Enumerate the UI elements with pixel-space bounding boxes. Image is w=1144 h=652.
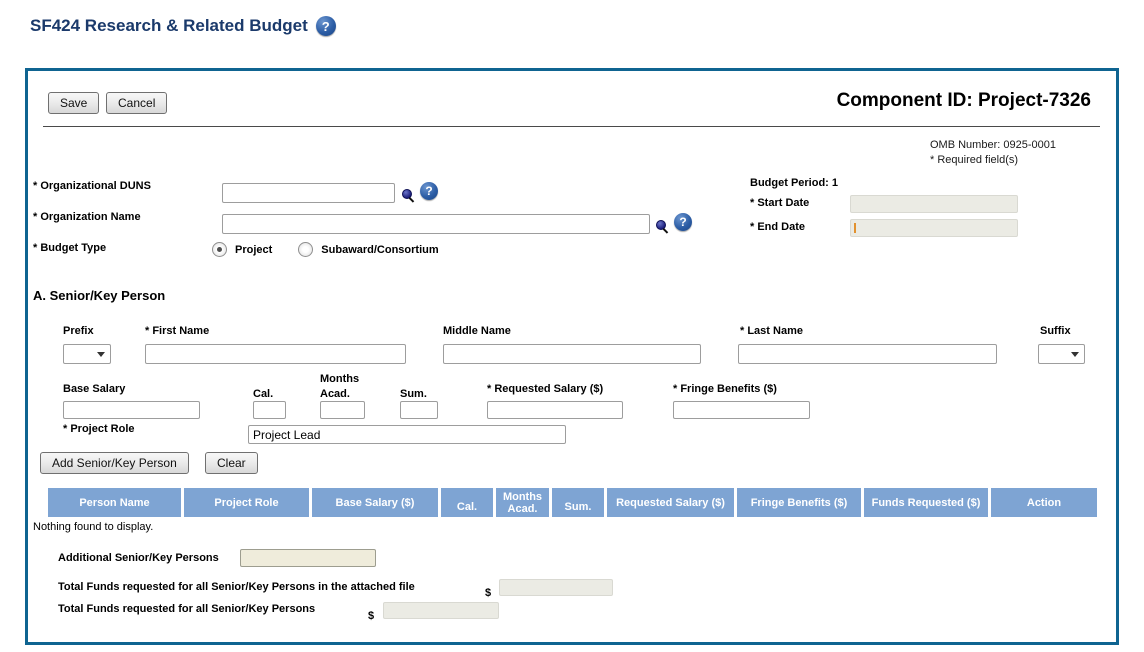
search-icon[interactable]: [656, 220, 670, 234]
add-senior-key-person-button[interactable]: Add Senior/Key Person: [40, 452, 189, 474]
prefix-label: Prefix: [63, 325, 94, 337]
budget-period-label: Budget Period: 1: [750, 177, 839, 189]
start-date-input: [850, 195, 1018, 213]
budget-type-label: * Budget Type: [33, 242, 107, 254]
page-title: SF424 Research & Related Budget: [30, 16, 308, 35]
budget-form-panel: Save Cancel Component ID: Project-7326 O…: [25, 68, 1119, 645]
start-date-label: * Start Date: [750, 197, 810, 209]
col-person-name: Person Name: [48, 488, 181, 517]
duns-input[interactable]: [222, 183, 395, 203]
last-name-input[interactable]: [738, 344, 997, 364]
end-date-input: [850, 219, 1018, 237]
clear-button[interactable]: Clear: [205, 452, 258, 474]
requested-salary-label: * Requested Salary ($): [487, 383, 604, 395]
end-date-label: * End Date: [750, 221, 806, 233]
suffix-select[interactable]: [1038, 344, 1085, 364]
fringe-benefits-label: * Fringe Benefits ($): [673, 383, 777, 395]
middle-name-input[interactable]: [443, 344, 701, 364]
sum-label: Sum.: [400, 388, 427, 400]
acad-months-input[interactable]: [320, 401, 365, 419]
additional-persons-label: Additional Senior/Key Persons: [58, 552, 219, 564]
senior-key-table-header: Person Name Project Role Base Salary ($)…: [48, 488, 1097, 517]
col-base-salary: Base Salary ($): [312, 488, 438, 517]
overall-total-currency: $: [368, 610, 375, 622]
additional-persons-attachment-field[interactable]: [240, 549, 376, 567]
section-a-heading: A. Senior/Key Person: [33, 288, 166, 303]
omb-number: OMB Number: 0925-0001: [930, 139, 1056, 151]
base-salary-input[interactable]: [63, 401, 200, 419]
chevron-down-icon: [97, 351, 105, 357]
cancel-button[interactable]: Cancel: [106, 92, 168, 114]
org-name-label: * Organization Name: [33, 211, 141, 223]
first-name-input[interactable]: [145, 344, 406, 364]
divider: [43, 126, 1100, 127]
attached-total-label: Total Funds requested for all Senior/Key…: [58, 581, 415, 593]
requested-salary-input[interactable]: [487, 401, 623, 419]
last-name-label: * Last Name: [740, 325, 803, 337]
org-name-help-icon[interactable]: ?: [674, 213, 692, 231]
attached-total-input: [499, 579, 613, 596]
required-note: * Required field(s): [930, 154, 1019, 166]
radio-project[interactable]: [212, 242, 227, 257]
org-name-input[interactable]: [222, 214, 650, 234]
search-icon[interactable]: [402, 189, 416, 203]
attached-total-currency: $: [485, 587, 492, 599]
radio-project-label: Project: [235, 243, 273, 256]
col-requested-salary: Requested Salary ($): [607, 488, 734, 517]
suffix-label: Suffix: [1040, 325, 1071, 337]
text-cursor: [854, 223, 856, 233]
overall-total-label: Total Funds requested for all Senior/Key…: [58, 603, 316, 615]
project-role-input[interactable]: [248, 425, 566, 444]
col-cal: Cal.: [441, 488, 493, 517]
project-role-label: * Project Role: [63, 423, 135, 435]
base-salary-label: Base Salary: [63, 383, 126, 395]
middle-name-label: Middle Name: [443, 325, 511, 337]
empty-table-message: Nothing found to display.: [33, 521, 154, 533]
duns-help-icon[interactable]: ?: [420, 182, 438, 200]
overall-total-input: [383, 602, 499, 619]
col-funds-requested: Funds Requested ($): [864, 488, 988, 517]
first-name-label: * First Name: [145, 325, 210, 337]
cal-months-input[interactable]: [253, 401, 286, 419]
save-button[interactable]: Save: [48, 92, 100, 114]
help-icon[interactable]: ?: [315, 16, 336, 36]
chevron-down-icon: [1071, 351, 1079, 357]
prefix-select[interactable]: [63, 344, 111, 364]
col-sum: Sum.: [552, 488, 604, 517]
page-header: SF424 Research & Related Budget ?: [30, 16, 336, 36]
cal-label: Cal.: [253, 388, 274, 400]
acad-label: Acad.: [320, 388, 350, 400]
duns-label: * Organizational DUNS: [33, 180, 151, 192]
col-months-acad: Months Acad.: [496, 488, 549, 517]
budget-type-radios: Project Subaward/Consortium: [212, 242, 457, 257]
fringe-benefits-input[interactable]: [673, 401, 810, 419]
col-action: Action: [991, 488, 1097, 517]
component-id: Component ID: Project-7326: [836, 90, 1091, 111]
sum-months-input[interactable]: [400, 401, 438, 419]
col-fringe-benefits: Fringe Benefits ($): [737, 488, 861, 517]
radio-subaward-label: Subaward/Consortium: [321, 243, 439, 256]
months-label: Months: [320, 373, 360, 385]
col-project-role: Project Role: [184, 488, 309, 517]
radio-subaward[interactable]: [298, 242, 314, 257]
omb-block: OMB Number: 0925-0001 * Required field(s…: [930, 138, 1056, 168]
